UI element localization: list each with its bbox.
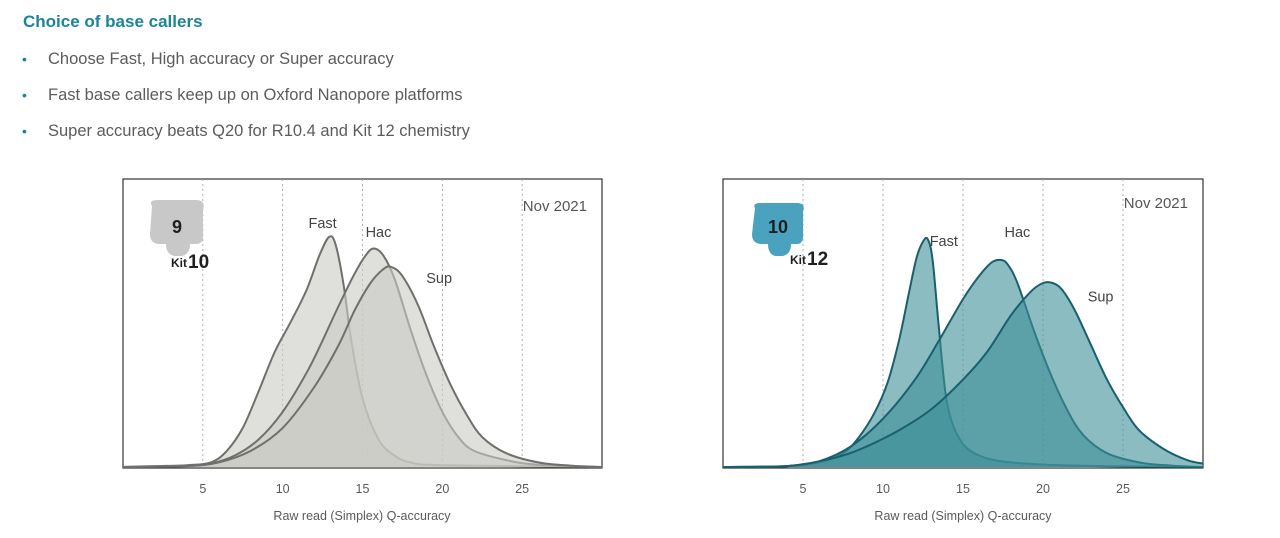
x-axis-label: Raw read (Simplex) Q-accuracy bbox=[273, 509, 451, 523]
bullet-dot-icon: • bbox=[22, 123, 27, 139]
bullet-text: Super accuracy beats Q20 for R10.4 and K… bbox=[48, 122, 470, 140]
series-label-hac: Hac bbox=[366, 225, 392, 241]
bullet-text: Choose Fast, High accuracy or Super accu… bbox=[48, 50, 394, 68]
x-tick-label: 20 bbox=[1036, 482, 1050, 496]
series-line bbox=[722, 281, 1204, 469]
kit-prefix: Kit bbox=[790, 253, 806, 267]
date-label: Nov 2021 bbox=[1124, 195, 1188, 212]
series-label-fast: Fast bbox=[930, 234, 958, 250]
x-tick-label: 15 bbox=[956, 482, 970, 496]
date-label: Nov 2021 bbox=[523, 198, 587, 215]
x-tick-label: 10 bbox=[876, 482, 890, 496]
flowcell-badge-icon bbox=[752, 203, 804, 256]
flowcell-number: 10 bbox=[768, 217, 788, 237]
slide-title: Choice of base callers bbox=[23, 12, 203, 31]
x-tick-label: 5 bbox=[199, 482, 206, 496]
flowcell-number: 9 bbox=[172, 217, 182, 237]
x-tick-label: 25 bbox=[1116, 482, 1130, 496]
series-areas bbox=[122, 235, 603, 468]
bullet-item: • Choose Fast, High accuracy or Super acc… bbox=[22, 48, 470, 84]
x-tick-label: 5 bbox=[800, 482, 807, 496]
series-label-hac: Hac bbox=[1005, 225, 1031, 241]
kit-badge: 9 Kit 10 bbox=[150, 200, 209, 273]
x-tick-labels: 5 10 15 20 25 bbox=[199, 482, 529, 496]
x-tick-label: 10 bbox=[276, 482, 290, 496]
kit-number: 12 bbox=[807, 249, 828, 270]
series-area bbox=[723, 259, 1203, 467]
x-tick-labels: 5 10 15 20 25 bbox=[800, 482, 1130, 496]
x-tick-label: 20 bbox=[435, 482, 449, 496]
chart-kit12: 5 10 15 20 25 Fast Hac Sup Nov 2021 Raw read (… bbox=[722, 178, 1204, 523]
x-tick-label: 25 bbox=[515, 482, 529, 496]
bullet-dot-icon: • bbox=[22, 87, 27, 103]
bullet-list: • Choose Fast, High accuracy or Super acc… bbox=[22, 48, 470, 156]
bullet-text: Fast base callers keep up on Oxford Nano… bbox=[48, 86, 463, 104]
x-axis-label: Raw read (Simplex) Q-accuracy bbox=[874, 509, 1052, 523]
flowcell-badge-icon bbox=[150, 200, 204, 256]
series-line bbox=[122, 265, 603, 468]
kit-badge: 10 Kit 12 bbox=[752, 203, 828, 270]
series-label-sup: Sup bbox=[1088, 289, 1114, 305]
kit-prefix: Kit bbox=[171, 256, 187, 270]
bullet-dot-icon: • bbox=[22, 51, 27, 67]
chart-kit10: 5 10 15 20 25 Fast Hac Sup Nov 2021 Raw read (… bbox=[122, 178, 603, 523]
series-labels: Fast Hac Sup bbox=[930, 225, 1114, 305]
series-label-fast: Fast bbox=[308, 216, 336, 232]
bullet-item: • Fast base callers keep up on Oxford Nan… bbox=[22, 84, 470, 120]
series-labels: Fast Hac Sup bbox=[308, 216, 452, 287]
series-label-sup: Sup bbox=[426, 271, 452, 287]
x-tick-label: 15 bbox=[356, 482, 370, 496]
kit-number: 10 bbox=[188, 252, 209, 273]
bullet-item: • Super accuracy beats Q20 for R10.4 and … bbox=[22, 120, 470, 156]
series-area bbox=[123, 266, 602, 467]
series-areas bbox=[722, 236, 1204, 469]
